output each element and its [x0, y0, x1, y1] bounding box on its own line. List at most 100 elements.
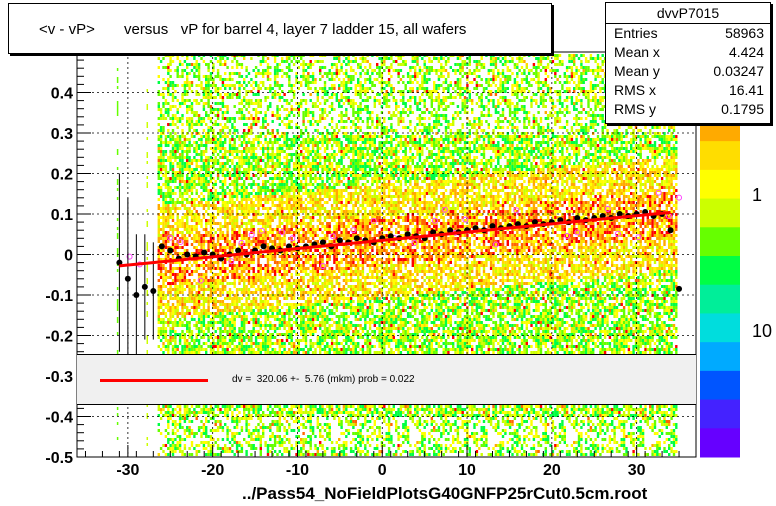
- heatmap-cell: [252, 120, 255, 123]
- heatmap-cell: [254, 288, 258, 291]
- heatmap-cell: [283, 243, 286, 246]
- heatmap-cell: [259, 228, 262, 231]
- heatmap-cell: [209, 237, 213, 240]
- heatmap-cell: [283, 276, 286, 279]
- heatmap-cell: [188, 150, 191, 153]
- heatmap-cell: [262, 324, 265, 327]
- heatmap-cell: [228, 75, 232, 78]
- heatmap-cell: [273, 420, 277, 423]
- heatmap-cell: [259, 231, 262, 234]
- heatmap-cell: [176, 156, 179, 159]
- heatmap-cell: [228, 192, 232, 195]
- heatmap-cell: [216, 147, 220, 150]
- heatmap-cell: [240, 270, 244, 273]
- heatmap-cell: [226, 234, 229, 237]
- heatmap-cell: [209, 291, 213, 294]
- heatmap-cell: [235, 315, 239, 318]
- heatmap-cell: [174, 279, 177, 282]
- heatmap-cell: [224, 213, 227, 216]
- heatmap-cell: [254, 414, 258, 417]
- heatmap-cell: [250, 348, 253, 351]
- heatmap-cell: [200, 192, 203, 195]
- heatmap-cell: [276, 174, 279, 177]
- heatmap-cell: [240, 189, 244, 192]
- heatmap-cell: [278, 450, 281, 453]
- heatmap-cell: [226, 312, 229, 315]
- heatmap-cell: [164, 405, 168, 408]
- heatmap-cell: [221, 174, 225, 177]
- heatmap-cell: [226, 258, 229, 261]
- heatmap-cell: [200, 201, 203, 204]
- heatmap-cell: [209, 216, 213, 219]
- heatmap-cell: [285, 330, 289, 333]
- heatmap-cell: [228, 171, 232, 174]
- heatmap-cell: [195, 213, 198, 216]
- heatmap-cell: [167, 309, 170, 312]
- heatmap-cell: [157, 255, 160, 258]
- heatmap-cell: [278, 99, 281, 102]
- heatmap-cell: [254, 297, 258, 300]
- heatmap-cell: [226, 243, 229, 246]
- heatmap-cell: [235, 153, 239, 156]
- heatmap-cell: [257, 162, 260, 165]
- heatmap-cell: [250, 114, 253, 117]
- heatmap-cell: [245, 150, 248, 153]
- heatmap-cell: [247, 321, 251, 324]
- heatmap-cell: [167, 291, 170, 294]
- heatmap-cell: [212, 138, 215, 141]
- heatmap-cell: [178, 411, 182, 414]
- heatmap-cell: [252, 141, 255, 144]
- heatmap-cell: [209, 429, 213, 432]
- heatmap-cell: [226, 345, 229, 348]
- heatmap-cell: [292, 186, 296, 189]
- heatmap-cell: [186, 279, 189, 282]
- heatmap-cell: [159, 141, 163, 144]
- heatmap-cell: [159, 267, 163, 270]
- heatmap-cell: [262, 306, 265, 309]
- heatmap-cell: [257, 348, 260, 351]
- heatmap-cell: [269, 297, 272, 300]
- heatmap-cell: [195, 222, 198, 225]
- heatmap-cell: [216, 108, 220, 111]
- heatmap-cell: [214, 273, 217, 276]
- heatmap-cell: [188, 87, 191, 90]
- heatmap-cell: [221, 144, 225, 147]
- heatmap-cell: [167, 171, 170, 174]
- heatmap-cell: [224, 141, 227, 144]
- heatmap-cell: [164, 429, 168, 432]
- heatmap-cell: [174, 138, 177, 141]
- heatmap-cell: [243, 78, 246, 81]
- heatmap-cell: [219, 135, 222, 138]
- heatmap-cell: [159, 252, 163, 255]
- heatmap-cell: [292, 267, 296, 270]
- heatmap-cell: [285, 162, 289, 165]
- heatmap-cell: [235, 168, 239, 171]
- heatmap-cell: [264, 162, 267, 165]
- heatmap-cell: [243, 180, 246, 183]
- heatmap-cell: [174, 90, 177, 93]
- heatmap-cell: [202, 96, 206, 99]
- heatmap-cell: [269, 264, 272, 267]
- heatmap-cell: [283, 201, 286, 204]
- heatmap-cell: [245, 426, 248, 429]
- heatmap-cell: [250, 282, 253, 285]
- heatmap-cell: [188, 255, 191, 258]
- heatmap-cell: [162, 342, 165, 345]
- heatmap-cell: [167, 204, 170, 207]
- heatmap-cell: [247, 282, 251, 285]
- heatmap-cell: [278, 96, 281, 99]
- heatmap-cell: [292, 282, 296, 285]
- heatmap-cell: [188, 330, 191, 333]
- heatmap-cell: [188, 186, 191, 189]
- heatmap-cell: [276, 108, 279, 111]
- heatmap-cell: [159, 60, 163, 63]
- heatmap-cell: [276, 285, 279, 288]
- heatmap-cell: [292, 198, 296, 201]
- heatmap-cell: [195, 75, 198, 78]
- heatmap-cell: [224, 252, 227, 255]
- heatmap-cell: [205, 210, 208, 213]
- heatmap-cell: [212, 96, 215, 99]
- heatmap-cell: [164, 54, 168, 57]
- heatmap-cell: [190, 168, 194, 171]
- heatmap-cell: [264, 324, 267, 327]
